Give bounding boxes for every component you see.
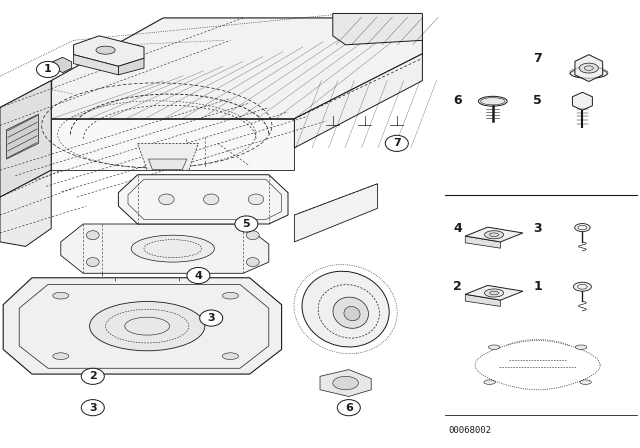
- Text: 4: 4: [195, 271, 202, 280]
- Ellipse shape: [484, 231, 504, 239]
- Circle shape: [204, 194, 219, 205]
- Circle shape: [246, 231, 259, 240]
- Circle shape: [81, 400, 104, 416]
- Circle shape: [337, 400, 360, 416]
- Ellipse shape: [570, 69, 607, 78]
- Polygon shape: [320, 370, 371, 396]
- Ellipse shape: [96, 46, 115, 54]
- Text: 00068002: 00068002: [448, 426, 491, 435]
- Ellipse shape: [333, 297, 369, 328]
- Ellipse shape: [223, 353, 238, 359]
- Text: 4: 4: [453, 222, 462, 235]
- Polygon shape: [74, 55, 118, 75]
- Polygon shape: [0, 81, 51, 197]
- Polygon shape: [465, 294, 500, 306]
- Polygon shape: [51, 119, 294, 170]
- Ellipse shape: [580, 380, 591, 384]
- Circle shape: [159, 194, 174, 205]
- Polygon shape: [294, 184, 378, 242]
- Ellipse shape: [575, 224, 590, 232]
- Text: 3: 3: [89, 403, 97, 413]
- Polygon shape: [575, 55, 603, 82]
- Text: 5: 5: [533, 94, 542, 108]
- Text: 5: 5: [243, 219, 250, 229]
- Circle shape: [385, 135, 408, 151]
- Text: 1: 1: [533, 280, 542, 293]
- Text: 3: 3: [533, 222, 542, 235]
- Polygon shape: [6, 114, 38, 159]
- Circle shape: [36, 61, 60, 78]
- Polygon shape: [465, 236, 500, 248]
- Polygon shape: [333, 13, 422, 45]
- Circle shape: [187, 267, 210, 284]
- Polygon shape: [465, 285, 523, 300]
- Text: 7: 7: [393, 138, 401, 148]
- Circle shape: [248, 194, 264, 205]
- Ellipse shape: [481, 98, 505, 105]
- Ellipse shape: [579, 63, 598, 73]
- Circle shape: [246, 258, 259, 267]
- Polygon shape: [51, 18, 422, 119]
- Polygon shape: [465, 227, 523, 242]
- Polygon shape: [118, 175, 288, 224]
- Polygon shape: [52, 57, 72, 73]
- Ellipse shape: [488, 345, 500, 349]
- Text: 6: 6: [345, 403, 353, 413]
- Ellipse shape: [333, 376, 358, 390]
- Polygon shape: [61, 224, 269, 273]
- Polygon shape: [138, 143, 198, 170]
- Text: 6: 6: [453, 94, 462, 108]
- Circle shape: [86, 231, 99, 240]
- Polygon shape: [118, 58, 144, 75]
- Ellipse shape: [573, 282, 591, 291]
- Circle shape: [200, 310, 223, 326]
- Ellipse shape: [90, 302, 205, 351]
- Ellipse shape: [52, 292, 69, 299]
- Ellipse shape: [479, 96, 508, 106]
- Text: 1: 1: [44, 65, 52, 74]
- Ellipse shape: [484, 380, 495, 384]
- Polygon shape: [294, 54, 422, 148]
- Ellipse shape: [52, 353, 69, 359]
- Ellipse shape: [484, 289, 504, 297]
- Circle shape: [235, 216, 258, 232]
- Polygon shape: [3, 278, 282, 374]
- Ellipse shape: [223, 292, 238, 299]
- Polygon shape: [0, 170, 51, 246]
- Ellipse shape: [302, 271, 389, 347]
- Text: 2: 2: [89, 371, 97, 381]
- Polygon shape: [148, 159, 187, 169]
- Polygon shape: [74, 36, 144, 66]
- Text: 3: 3: [207, 313, 215, 323]
- Polygon shape: [0, 81, 51, 143]
- Circle shape: [81, 368, 104, 384]
- Text: 2: 2: [453, 280, 462, 293]
- Polygon shape: [572, 92, 593, 110]
- Ellipse shape: [575, 345, 587, 349]
- Ellipse shape: [131, 235, 214, 262]
- Text: 7: 7: [533, 52, 542, 65]
- Circle shape: [86, 258, 99, 267]
- Ellipse shape: [344, 306, 360, 321]
